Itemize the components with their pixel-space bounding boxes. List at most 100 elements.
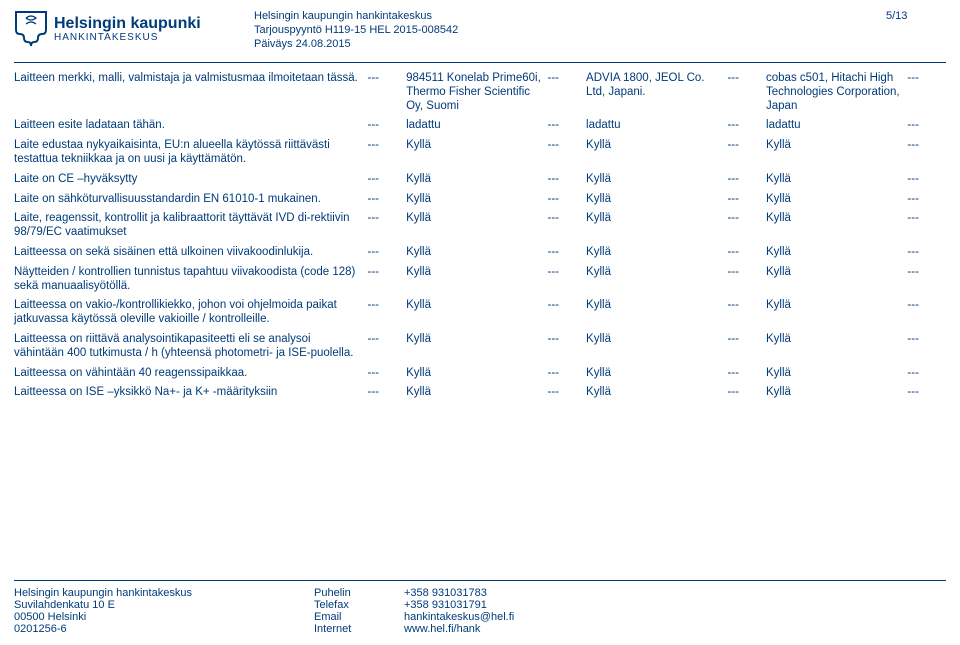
footer-address: Helsingin kaupungin hankintakeskus Suvil… — [14, 587, 314, 635]
page-number: 5/13 — [886, 8, 946, 22]
value: Kyllä — [406, 383, 547, 403]
value: Kyllä — [766, 296, 907, 330]
dash: --- — [368, 69, 407, 116]
footer-label: Puhelin — [314, 587, 404, 599]
dash: --- — [727, 136, 766, 170]
table-row: Laitteessa on vähintään 40 reagenssipaik… — [14, 364, 946, 384]
row-label: Laite edustaa nykyaikaisinta, EU:n aluee… — [14, 136, 368, 170]
footer-addr-line: Suvilahdenkatu 10 E — [14, 599, 314, 611]
value: Kyllä — [586, 383, 727, 403]
value: 984511 Konelab Prime60i, Thermo Fisher S… — [406, 69, 547, 116]
crest-icon — [14, 10, 48, 50]
dash: --- — [547, 136, 586, 170]
value: Kyllä — [406, 330, 547, 364]
dash: --- — [727, 190, 766, 210]
value: Kyllä — [586, 209, 727, 243]
dash: --- — [727, 330, 766, 364]
dash: --- — [907, 364, 946, 384]
row-label: Laite on sähköturvallisuusstandardin EN … — [14, 190, 368, 210]
value: Kyllä — [766, 263, 907, 297]
dash: --- — [907, 263, 946, 297]
meta-line-2: Tarjouspyyntö H119-15 HEL 2015-008542 — [254, 24, 886, 38]
logo-text: Helsingin kaupunki HANKINTAKESKUS — [54, 16, 201, 43]
dash: --- — [727, 69, 766, 116]
table-row: Laitteen merkki, malli, valmistaja ja va… — [14, 69, 946, 116]
dash: --- — [547, 243, 586, 263]
dash: --- — [368, 296, 407, 330]
dash: --- — [547, 170, 586, 190]
dash: --- — [368, 330, 407, 364]
dash: --- — [907, 209, 946, 243]
dash: --- — [547, 263, 586, 297]
table-row: Laite edustaa nykyaikaisinta, EU:n aluee… — [14, 136, 946, 170]
value: Kyllä — [586, 243, 727, 263]
dash: --- — [547, 116, 586, 136]
dash: --- — [368, 170, 407, 190]
value: Kyllä — [766, 364, 907, 384]
value: Kyllä — [586, 364, 727, 384]
row-label: Laitteessa on vakio-/kontrollikiekko, jo… — [14, 296, 368, 330]
value: Kyllä — [586, 190, 727, 210]
dash: --- — [727, 243, 766, 263]
footer-addr-line: 0201256-6 — [14, 623, 314, 635]
value: Kyllä — [586, 330, 727, 364]
table-row: Laitteessa on vakio-/kontrollikiekko, jo… — [14, 296, 946, 330]
table-row: Laite on sähköturvallisuusstandardin EN … — [14, 190, 946, 210]
dash: --- — [907, 330, 946, 364]
row-label: Laite on CE –hyväksytty — [14, 170, 368, 190]
value: Kyllä — [766, 209, 907, 243]
dash: --- — [907, 383, 946, 403]
dash: --- — [547, 330, 586, 364]
value: Kyllä — [406, 243, 547, 263]
footer-value: +358 931031783 — [404, 587, 946, 599]
row-label: Laitteen merkki, malli, valmistaja ja va… — [14, 69, 368, 116]
row-label: Laite, reagenssit, kontrollit ja kalibra… — [14, 209, 368, 243]
dash: --- — [368, 209, 407, 243]
dash: --- — [727, 364, 766, 384]
footer-value: www.hel.fi/hank — [404, 623, 946, 635]
footer-label: Email — [314, 611, 404, 623]
table-row: Laitteessa on riittävä analysointikapasi… — [14, 330, 946, 364]
dash: --- — [727, 209, 766, 243]
value: ladattu — [586, 116, 727, 136]
value: ADVIA 1800, JEOL Co. Ltd, Japani. — [586, 69, 727, 116]
value: Kyllä — [406, 296, 547, 330]
dash: --- — [547, 296, 586, 330]
logo-block: Helsingin kaupunki HANKINTAKESKUS — [14, 8, 254, 50]
table-row: Näytteiden / kontrollien tunnistus tapah… — [14, 263, 946, 297]
dash: --- — [727, 383, 766, 403]
dash: --- — [727, 296, 766, 330]
value: Kyllä — [406, 136, 547, 170]
dash: --- — [368, 383, 407, 403]
dash: --- — [907, 296, 946, 330]
dash: --- — [368, 243, 407, 263]
dash: --- — [907, 69, 946, 116]
footer-labels: Puhelin Telefax Email Internet — [314, 587, 404, 635]
value: Kyllä — [766, 170, 907, 190]
footer-label: Internet — [314, 623, 404, 635]
footer-addr-line: Helsingin kaupungin hankintakeskus — [14, 587, 314, 599]
row-label: Laitteessa on vähintään 40 reagenssipaik… — [14, 364, 368, 384]
value: cobas c501, Hitachi High Technologies Co… — [766, 69, 907, 116]
row-label: Laitteen esite ladataan tähän. — [14, 116, 368, 136]
row-label: Laitteessa on riittävä analysointikapasi… — [14, 330, 368, 364]
row-label: Näytteiden / kontrollien tunnistus tapah… — [14, 263, 368, 297]
dash: --- — [907, 136, 946, 170]
header-meta: Helsingin kaupungin hankintakeskus Tarjo… — [254, 8, 886, 51]
dash: --- — [727, 170, 766, 190]
value: Kyllä — [406, 190, 547, 210]
row-label: Laitteessa on ISE –yksikkö Na+- ja K+ -m… — [14, 383, 368, 403]
dash: --- — [547, 190, 586, 210]
footer-label: Telefax — [314, 599, 404, 611]
dash: --- — [907, 170, 946, 190]
footer-values: +358 931031783 +358 931031791 hankintake… — [404, 587, 946, 635]
footer-value: hankintakeskus@hel.fi — [404, 611, 946, 623]
dash: --- — [547, 383, 586, 403]
value: ladattu — [766, 116, 907, 136]
table-row: Laitteessa on sekä sisäinen että ulkoine… — [14, 243, 946, 263]
value: ladattu — [406, 116, 547, 136]
dash: --- — [727, 116, 766, 136]
footer-value: +358 931031791 — [404, 599, 946, 611]
value: Kyllä — [766, 136, 907, 170]
meta-line-1: Helsingin kaupungin hankintakeskus — [254, 10, 886, 24]
